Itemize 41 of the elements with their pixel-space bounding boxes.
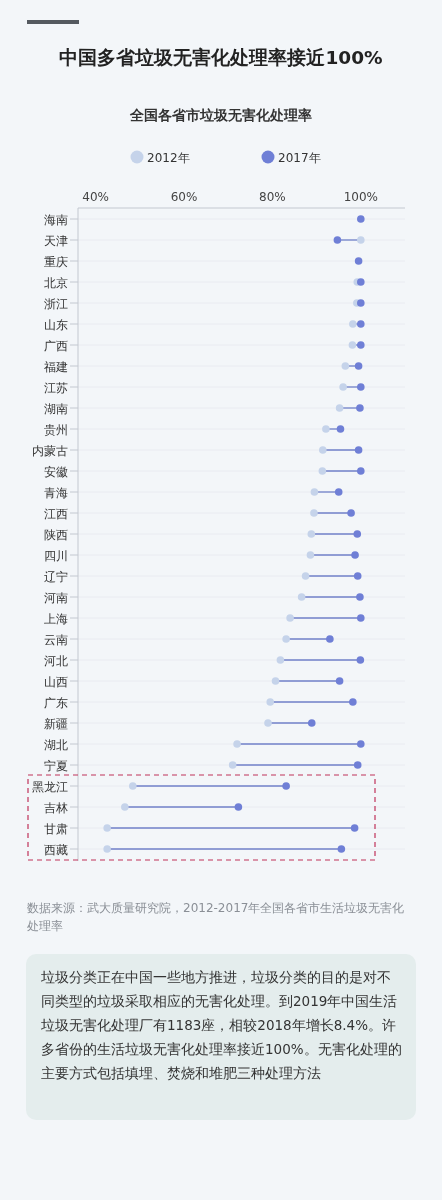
y-tick-label: 云南 [44,632,68,647]
x-tick-label: 60% [170,190,198,204]
y-tick-label: 河南 [44,590,68,605]
y-tick-label: 湖南 [44,401,68,416]
y-tick-label: 江苏 [44,380,68,395]
x-tick-label: 80% [259,190,286,204]
y-tick-label: 甘肃 [44,821,68,836]
y-tick-label: 天津 [44,233,68,248]
legend-label: 2017年 [278,150,321,165]
text: 垃圾分类正在中国一些地方推进，垃圾分类的目的是对不同类型的垃圾采取相应的无害化处理。到2019年中国生活垃圾无害化处理厂有1183座，相较2018年增长8.4%。许多省份的生活垃圾无害化处理率接近100%。无害化处理的主要方式包括填埋、焚烧和堆肥三种处理方法 [40,969,402,1081]
chart-subtitle: 全国各省市垃圾无害化处理率 [129,107,312,123]
source-note: 数据来源：武大质量研究院，2012-2017年全国各省市生活垃圾无害化处理率 [27,901,405,933]
y-tick-label: 陕西 [44,527,68,542]
x-tick-label: 40% [82,190,110,204]
y-tick-label: 山东 [44,317,68,332]
y-tick-label: 内蒙古 [32,443,68,458]
y-tick-label: 宁夏 [44,758,68,773]
y-tick-label: 海南 [44,212,68,227]
y-tick-label: 黑龙江 [32,779,68,794]
y-tick-label: 四川 [44,548,68,563]
y-tick-label: 河北 [44,653,68,668]
x-tick-label: 100% [343,190,378,204]
y-tick-label: 广东 [44,695,68,710]
y-tick-label: 浙江 [44,296,68,311]
y-tick-label: 青海 [44,485,68,500]
y-tick-label: 西藏 [44,842,68,857]
y-tick-label: 江西 [44,506,68,521]
legend-label: 2012年 [147,150,190,165]
chart-title: 中国多省垃圾无害化处理率接近100% [59,47,383,68]
y-tick-label: 吉林 [44,800,68,815]
y-tick-label: 湖北 [44,737,68,752]
y-tick-label: 广西 [44,338,68,353]
y-tick-label: 贵州 [44,422,68,437]
y-tick-label: 上海 [44,611,68,626]
y-tick-label: 新疆 [44,716,68,731]
y-tick-label: 辽宁 [44,569,68,584]
y-tick-label: 重庆 [44,254,68,269]
y-tick-label: 福建 [44,359,68,374]
y-tick-label: 山西 [44,674,68,689]
y-tick-label: 北京 [44,275,68,290]
y-tick-label: 安徽 [44,464,68,479]
